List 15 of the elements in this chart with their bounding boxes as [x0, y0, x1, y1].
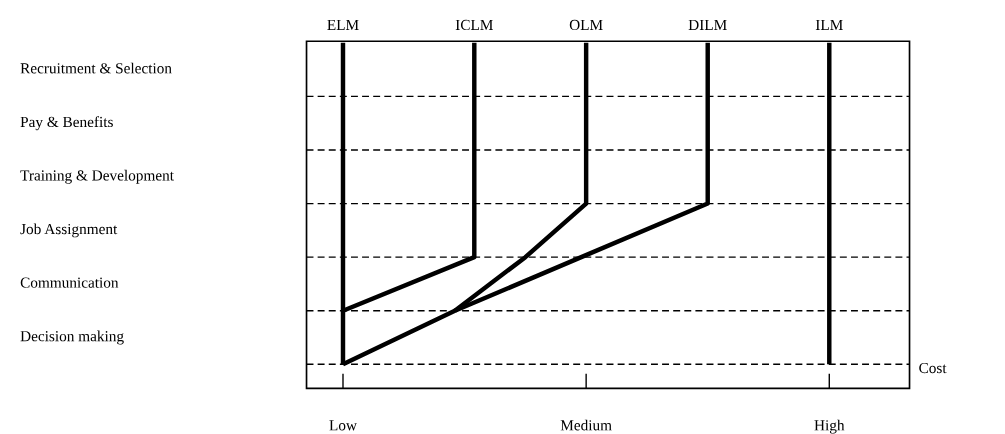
y-tick-label: Decision making [20, 330, 124, 345]
series-label: ELM [327, 19, 359, 30]
text: Low [329, 420, 357, 431]
text: High [814, 419, 845, 434]
y-tick-label: Recruitment & Selection [20, 62, 172, 74]
y-tick-label: Training & Development [20, 169, 174, 184]
series-label: ICLM [455, 19, 493, 31]
series-label: ILM [815, 19, 843, 30]
y-tick-label: Communication [20, 277, 119, 288]
y-tick-label: Job Assignment [20, 223, 118, 238]
text: Medium [560, 419, 612, 431]
text: Cost [919, 362, 947, 374]
y-tick-label: Pay & Benefits [20, 116, 113, 131]
series-label: OLM [569, 19, 603, 31]
series-label: DILM [688, 19, 727, 30]
